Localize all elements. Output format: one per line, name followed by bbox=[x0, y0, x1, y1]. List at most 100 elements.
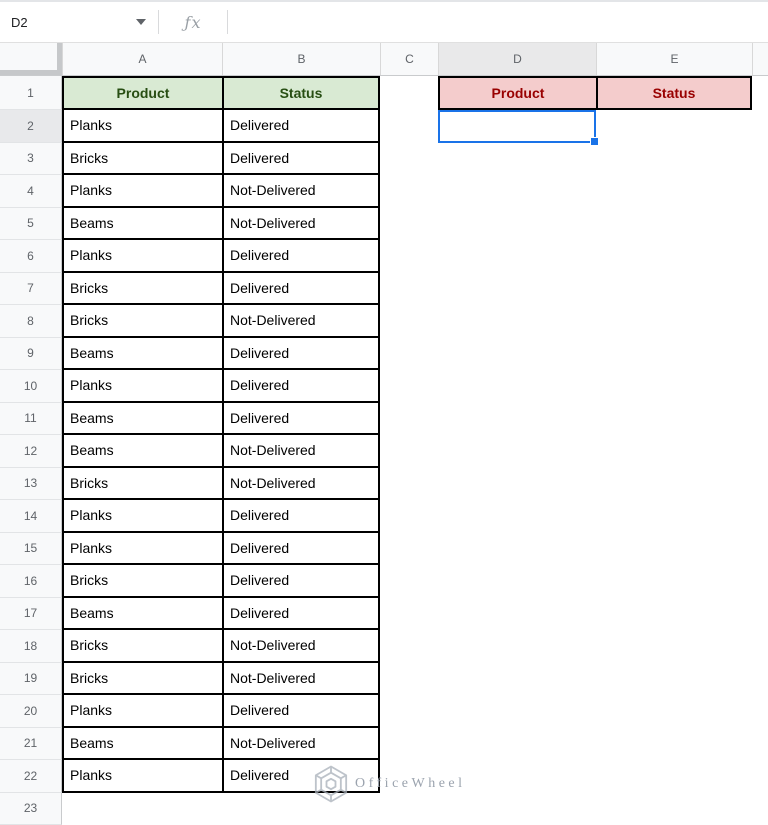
cell-C7[interactable] bbox=[380, 272, 438, 305]
cell-B4[interactable]: Not-Delivered bbox=[222, 175, 380, 208]
cell-C1[interactable] bbox=[380, 76, 438, 110]
cell-A6[interactable]: Planks bbox=[62, 240, 222, 273]
cell-A3[interactable]: Bricks bbox=[62, 142, 222, 175]
cell-C12[interactable] bbox=[380, 435, 438, 468]
cell-E18[interactable] bbox=[596, 630, 752, 663]
row-header-1[interactable]: 1 bbox=[0, 76, 62, 110]
cell-C11[interactable] bbox=[380, 402, 438, 435]
cell-E4[interactable] bbox=[596, 175, 752, 208]
column-header-B[interactable]: B bbox=[222, 43, 380, 75]
cell-A20[interactable]: Planks bbox=[62, 695, 222, 728]
cell-D17[interactable] bbox=[438, 597, 596, 630]
row-header-2[interactable]: 2 bbox=[0, 110, 62, 143]
cell-A7[interactable]: Bricks bbox=[62, 272, 222, 305]
cell-D12[interactable] bbox=[438, 435, 596, 468]
cell-C6[interactable] bbox=[380, 240, 438, 273]
cell-D3[interactable] bbox=[438, 142, 596, 175]
cell-B20[interactable]: Delivered bbox=[222, 695, 380, 728]
cell-C8[interactable] bbox=[380, 305, 438, 338]
cell-A11[interactable]: Beams bbox=[62, 402, 222, 435]
cell-C15[interactable] bbox=[380, 532, 438, 565]
row-header-13[interactable]: 13 bbox=[0, 467, 62, 500]
cell-F18[interactable] bbox=[752, 630, 768, 663]
cell-B17[interactable]: Delivered bbox=[222, 597, 380, 630]
cell-C14[interactable] bbox=[380, 500, 438, 533]
cell-B15[interactable]: Delivered bbox=[222, 532, 380, 565]
row-header-21[interactable]: 21 bbox=[0, 727, 62, 760]
cell-B6[interactable]: Delivered bbox=[222, 240, 380, 273]
name-box[interactable]: D2 bbox=[0, 2, 158, 42]
cell-D6[interactable] bbox=[438, 240, 596, 273]
cell-E15[interactable] bbox=[596, 532, 752, 565]
cell-E10[interactable] bbox=[596, 370, 752, 403]
cell-B9[interactable]: Delivered bbox=[222, 337, 380, 370]
cell-A2[interactable]: Planks bbox=[62, 110, 222, 143]
cell-C3[interactable] bbox=[380, 142, 438, 175]
cell-E8[interactable] bbox=[596, 305, 752, 338]
cell-D14[interactable] bbox=[438, 500, 596, 533]
formula-input[interactable] bbox=[228, 2, 768, 42]
cell-A4[interactable]: Planks bbox=[62, 175, 222, 208]
row-header-9[interactable]: 9 bbox=[0, 337, 62, 370]
cell-D7[interactable] bbox=[438, 272, 596, 305]
cell-B14[interactable]: Delivered bbox=[222, 500, 380, 533]
row-header-19[interactable]: 19 bbox=[0, 662, 62, 695]
cell-F7[interactable] bbox=[752, 272, 768, 305]
row-header-12[interactable]: 12 bbox=[0, 435, 62, 468]
cell-E23[interactable] bbox=[596, 792, 752, 825]
cell-B16[interactable]: Delivered bbox=[222, 565, 380, 598]
cell-E17[interactable] bbox=[596, 597, 752, 630]
cell-F4[interactable] bbox=[752, 175, 768, 208]
cell-B7[interactable]: Delivered bbox=[222, 272, 380, 305]
cell-F19[interactable] bbox=[752, 662, 768, 695]
cell-C19[interactable] bbox=[380, 662, 438, 695]
cell-A16[interactable]: Bricks bbox=[62, 565, 222, 598]
cell-F3[interactable] bbox=[752, 142, 768, 175]
cell-E19[interactable] bbox=[596, 662, 752, 695]
cell-E21[interactable] bbox=[596, 727, 752, 760]
cell-B8[interactable]: Not-Delivered bbox=[222, 305, 380, 338]
cell-F14[interactable] bbox=[752, 500, 768, 533]
cell-A12[interactable]: Beams bbox=[62, 435, 222, 468]
cell-D15[interactable] bbox=[438, 532, 596, 565]
cell-A23[interactable] bbox=[62, 792, 222, 825]
column-header-A[interactable]: A bbox=[62, 43, 222, 75]
cell-C4[interactable] bbox=[380, 175, 438, 208]
cell-D19[interactable] bbox=[438, 662, 596, 695]
cell-D13[interactable] bbox=[438, 467, 596, 500]
cell-D18[interactable] bbox=[438, 630, 596, 663]
cell-C21[interactable] bbox=[380, 727, 438, 760]
cell-C20[interactable] bbox=[380, 695, 438, 728]
cell-D22[interactable] bbox=[438, 760, 596, 793]
cell-E14[interactable] bbox=[596, 500, 752, 533]
cell-D9[interactable] bbox=[438, 337, 596, 370]
cell-F17[interactable] bbox=[752, 597, 768, 630]
cell-A21[interactable]: Beams bbox=[62, 727, 222, 760]
cell-D11[interactable] bbox=[438, 402, 596, 435]
row-header-5[interactable]: 5 bbox=[0, 207, 62, 240]
cell-F6[interactable] bbox=[752, 240, 768, 273]
cell-A10[interactable]: Planks bbox=[62, 370, 222, 403]
cell-B2[interactable]: Delivered bbox=[222, 110, 380, 143]
cell-C5[interactable] bbox=[380, 207, 438, 240]
cell-C2[interactable] bbox=[380, 110, 438, 143]
cell-F1[interactable] bbox=[752, 76, 768, 110]
cell-C17[interactable] bbox=[380, 597, 438, 630]
row-header-20[interactable]: 20 bbox=[0, 695, 62, 728]
cell-E20[interactable] bbox=[596, 695, 752, 728]
cell-D10[interactable] bbox=[438, 370, 596, 403]
cell-F15[interactable] bbox=[752, 532, 768, 565]
cell-E11[interactable] bbox=[596, 402, 752, 435]
cell-C13[interactable] bbox=[380, 467, 438, 500]
cell-B13[interactable]: Not-Delivered bbox=[222, 467, 380, 500]
cell-D1[interactable]: Product bbox=[438, 76, 596, 110]
cell-E5[interactable] bbox=[596, 207, 752, 240]
cell-F22[interactable] bbox=[752, 760, 768, 793]
cell-B21[interactable]: Not-Delivered bbox=[222, 727, 380, 760]
cell-A14[interactable]: Planks bbox=[62, 500, 222, 533]
cell-B12[interactable]: Not-Delivered bbox=[222, 435, 380, 468]
cell-F9[interactable] bbox=[752, 337, 768, 370]
cell-F20[interactable] bbox=[752, 695, 768, 728]
row-header-17[interactable]: 17 bbox=[0, 597, 62, 630]
cell-A5[interactable]: Beams bbox=[62, 207, 222, 240]
